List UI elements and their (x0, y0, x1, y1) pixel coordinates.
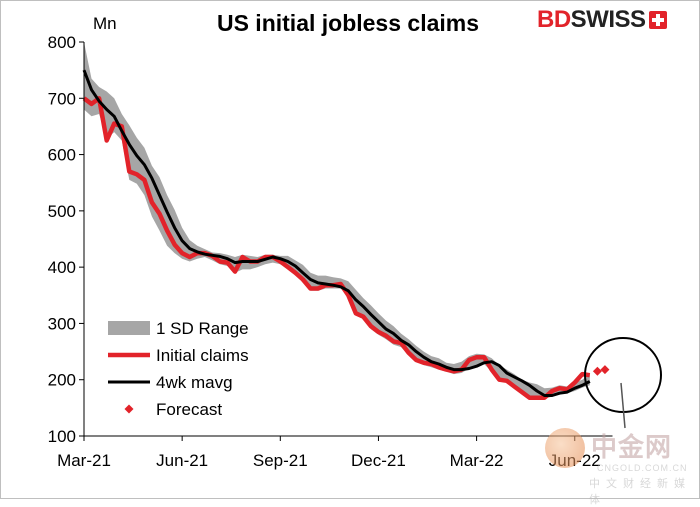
y-axis-unit: Mn (93, 14, 117, 33)
legend: 1 SD Range Initial claims 4wk mavg Forecast (108, 319, 249, 419)
x-tick-label: Jun-21 (156, 451, 208, 470)
x-tick-label: Dec-21 (351, 451, 406, 470)
legend-swatch-forecast (124, 404, 134, 414)
x-tick-label: Sep-21 (253, 451, 308, 470)
x-tick-label: Mar-22 (450, 451, 504, 470)
pointer-line (620, 382, 626, 429)
y-tick-label: 700 (48, 89, 76, 108)
swiss-cross-icon (648, 11, 667, 29)
forecast-point-2 (600, 365, 610, 375)
bdswiss-logo: BDSWISS (537, 6, 667, 34)
forecast-point-1 (592, 366, 602, 376)
y-tick-label: 800 (48, 33, 76, 52)
legend-label-initial-claims: Initial claims (156, 346, 249, 365)
cngold-logo-icon (545, 428, 585, 468)
y-tick-label: 100 (48, 427, 76, 446)
legend-label-1-sd-range: 1 SD Range (156, 319, 249, 338)
y-tick-label: 400 (48, 258, 76, 277)
y-tick-label: 200 (48, 371, 76, 390)
cngold-watermark: 中金网 CNGOLD.COM.CN 中文财经新媒体 (545, 423, 695, 506)
y-tick-label: 500 (48, 202, 76, 221)
y-tick-label: 300 (48, 314, 76, 333)
series-4wk-mavg-line (82, 69, 591, 397)
axes-layer: 100 200 300 400 500 600 700 800 Mar-21 Jun-21 Sep-… (48, 33, 613, 470)
x-tick-label: Mar-21 (57, 451, 111, 470)
chart-title: US initial jobless claims (217, 10, 479, 36)
legend-label-4wk-mavg: 4wk mavg (156, 373, 233, 392)
series-layer (82, 42, 610, 400)
legend-swatch-1-sd-range (108, 321, 150, 335)
legend-label-forecast: Forecast (156, 400, 222, 419)
y-tick-label: 600 (48, 146, 76, 165)
